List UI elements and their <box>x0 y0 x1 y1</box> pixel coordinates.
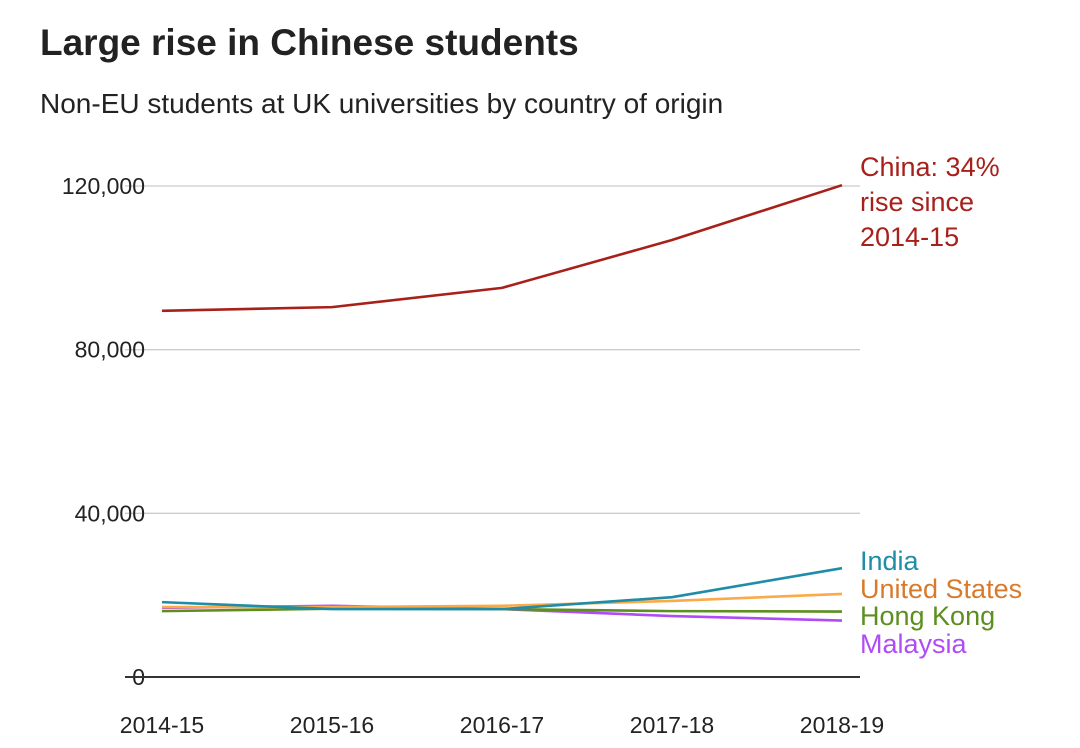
x-tick-label: 2018-19 <box>800 712 884 738</box>
x-tick-label: 2014-15 <box>120 712 204 738</box>
x-tick-label: 2016-17 <box>460 712 544 738</box>
y-tick-label: 120,000 <box>62 173 145 199</box>
series-label-india: India <box>860 546 920 576</box>
chart-subtitle: Non-EU students at UK universities by co… <box>40 88 724 119</box>
chart-title: Large rise in Chinese students <box>40 22 579 63</box>
x-tick-label: 2015-16 <box>290 712 374 738</box>
series-label-china: 2014-15 <box>860 222 959 252</box>
series-label-hong-kong: Hong Kong <box>860 601 995 631</box>
series-label-china: China: 34% <box>860 152 1000 182</box>
series-line-china <box>161 183 843 313</box>
series-label-united-states: United States <box>860 574 1022 604</box>
y-tick-label: 80,000 <box>75 337 145 363</box>
series-label-malaysia: Malaysia <box>860 629 968 659</box>
series-label-china: rise since <box>860 187 974 217</box>
series-line-india <box>161 566 843 611</box>
y-tick-label: 40,000 <box>75 500 145 526</box>
x-tick-label: 2017-18 <box>630 712 714 738</box>
